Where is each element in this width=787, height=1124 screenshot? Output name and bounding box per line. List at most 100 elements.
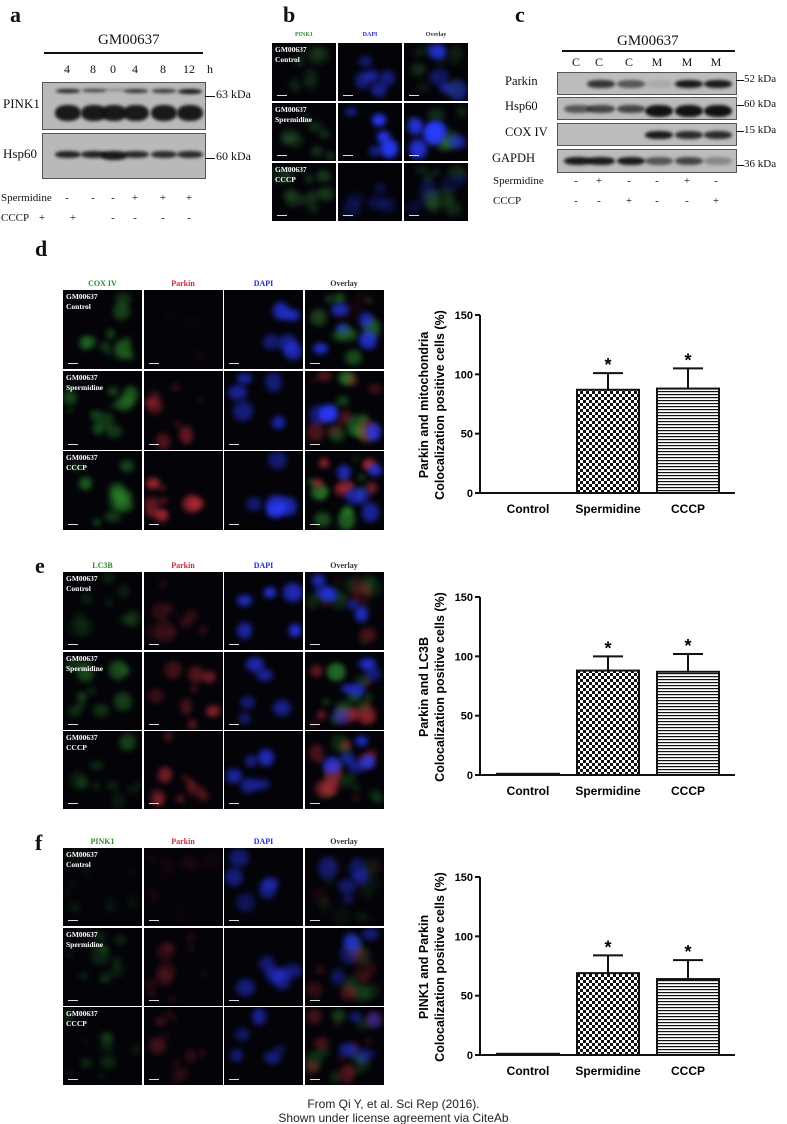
cell-blob — [68, 706, 82, 718]
cell-blob — [368, 464, 383, 476]
cell-blob — [213, 293, 222, 300]
lane-label: 12 — [183, 62, 195, 76]
cell-blob — [321, 598, 331, 608]
cell-blob — [361, 865, 378, 879]
y-tick-label: 50 — [461, 991, 473, 1003]
scale-bar — [229, 644, 239, 645]
cell-blob — [303, 68, 319, 85]
treatment-sign: + — [38, 212, 46, 224]
scale-bar — [148, 999, 159, 1001]
cell-blob — [110, 792, 127, 809]
cell-blob — [144, 397, 155, 408]
micrograph-image — [224, 1007, 303, 1085]
cell-blob — [337, 419, 343, 426]
cell-blob — [431, 192, 437, 197]
cell-blob — [427, 44, 445, 58]
y-tick-label: 0 — [467, 770, 473, 782]
lane-label: C — [594, 55, 603, 69]
lane-label: 8 — [160, 62, 166, 76]
cell-blob — [350, 773, 356, 780]
panel-label-f: f — [35, 830, 43, 855]
cell-blob — [349, 858, 368, 880]
cell-blob — [317, 857, 337, 880]
scale-bar — [229, 524, 239, 525]
sample-label: GM00637 Spermidine — [66, 372, 104, 392]
cell-blob — [310, 721, 317, 729]
band — [56, 89, 80, 93]
sample-label: GM00637 Control — [66, 574, 98, 593]
micrograph-image — [338, 103, 402, 161]
cell-blob — [127, 867, 134, 875]
cell-blob — [164, 1011, 173, 1019]
cell-blob — [149, 853, 159, 864]
micrograph-image — [224, 651, 303, 730]
scale-bar — [229, 443, 239, 445]
cell-blob — [338, 878, 356, 895]
cell-blob — [76, 701, 86, 709]
band — [102, 89, 126, 91]
cell-blob — [233, 401, 253, 422]
cell-blob — [344, 487, 364, 504]
cell-blob — [404, 124, 410, 129]
treatment-sign: + — [625, 195, 633, 207]
cell-blob — [450, 43, 465, 60]
scale-bar — [148, 803, 159, 804]
cell-blob — [354, 911, 367, 923]
treatment-sign: - — [627, 175, 631, 187]
cell-blob — [160, 873, 167, 880]
cell-blob — [179, 854, 196, 869]
scale-bar — [148, 920, 159, 921]
cell-blob — [114, 934, 127, 945]
band — [645, 157, 673, 165]
cell-blob — [314, 584, 333, 599]
cell-blob — [309, 744, 325, 762]
cell-blob — [76, 617, 95, 638]
cell-blob — [367, 196, 385, 211]
cell-blob — [283, 309, 300, 321]
micrograph-image — [304, 927, 384, 1006]
scale-bar — [229, 999, 239, 1001]
cell-blob — [349, 330, 358, 338]
cell-blob — [455, 172, 468, 185]
y-tick-label: 150 — [455, 592, 473, 604]
cell-blob — [373, 181, 387, 196]
cell-blob — [256, 669, 273, 681]
cell-blob — [171, 1059, 181, 1066]
cell-blob — [321, 488, 328, 495]
cell-blob — [350, 859, 358, 868]
cell-blob — [309, 205, 319, 213]
cell-blob — [338, 483, 345, 491]
cell-blob — [358, 414, 370, 426]
cell-blob — [348, 682, 366, 697]
cell-blob — [110, 962, 124, 978]
cell-blob — [284, 190, 302, 207]
cell-blob — [236, 978, 255, 996]
panel-label-a: a — [10, 2, 21, 27]
scale-bar — [148, 524, 159, 525]
band — [704, 79, 732, 88]
cell-blob — [418, 179, 437, 200]
cell-blob — [146, 398, 164, 415]
bar-chart-d: Control * Spermidine * CCCP 0 50 100 150 Parkin a… — [417, 310, 735, 516]
cell-blob — [93, 519, 101, 526]
lane-label: 4 — [64, 62, 70, 76]
y-axis-label: Parkin and mitochondria — [417, 331, 431, 479]
cell-blob — [146, 508, 156, 517]
cell-blob — [350, 575, 365, 592]
cell-blob — [446, 47, 463, 66]
band — [645, 79, 673, 88]
category-label: Control — [507, 502, 550, 516]
cell-blob — [281, 128, 300, 143]
channel-header: Overlay — [330, 837, 358, 846]
cell-blob — [153, 796, 165, 806]
scale-bar — [409, 155, 419, 156]
cell-blob — [185, 330, 194, 340]
band — [124, 89, 148, 93]
cell-blob — [168, 628, 178, 637]
western-blot-0 — [557, 72, 737, 95]
cell-blob — [369, 789, 382, 801]
micrograph-image — [143, 370, 223, 450]
band — [675, 79, 703, 88]
cell-blob — [84, 1039, 90, 1044]
micrograph-image: GM00637 Spermidine — [272, 103, 336, 161]
